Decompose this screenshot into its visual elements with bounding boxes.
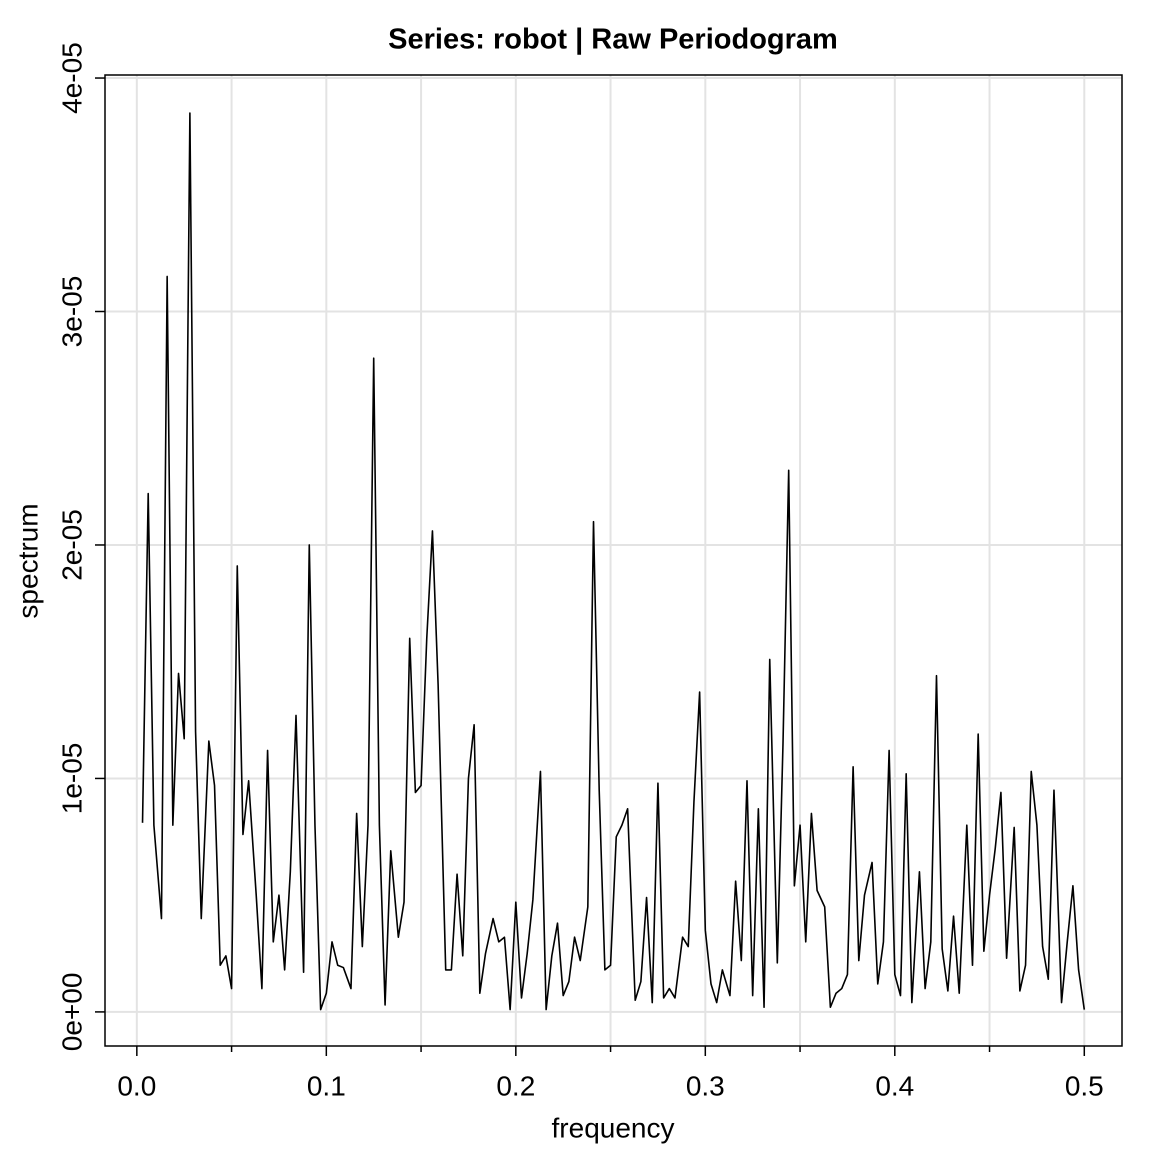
x-tick-label: 0.3 bbox=[686, 1070, 725, 1101]
y-tick-label: 3e-05 bbox=[56, 276, 87, 348]
x-tick-label: 0.2 bbox=[496, 1070, 535, 1101]
y-tick-label: 4e-05 bbox=[56, 42, 87, 114]
y-axis-label: spectrum bbox=[12, 503, 43, 618]
x-axis-label: frequency bbox=[552, 1112, 675, 1143]
x-tick-label: 0.4 bbox=[875, 1070, 914, 1101]
y-tick-label: 2e-05 bbox=[56, 509, 87, 581]
y-tick-label: 0e+00 bbox=[56, 973, 87, 1052]
spectrum-line bbox=[141, 112, 1086, 1011]
y-tick-label: 1e-05 bbox=[56, 743, 87, 815]
plot-frame bbox=[104, 74, 1123, 1047]
x-tick-label: 0.0 bbox=[117, 1070, 156, 1101]
x-tick-label: 0.5 bbox=[1065, 1070, 1104, 1101]
x-tick-label: 0.1 bbox=[307, 1070, 346, 1101]
chart-title: Series: robot | Raw Periodogram bbox=[388, 24, 838, 56]
